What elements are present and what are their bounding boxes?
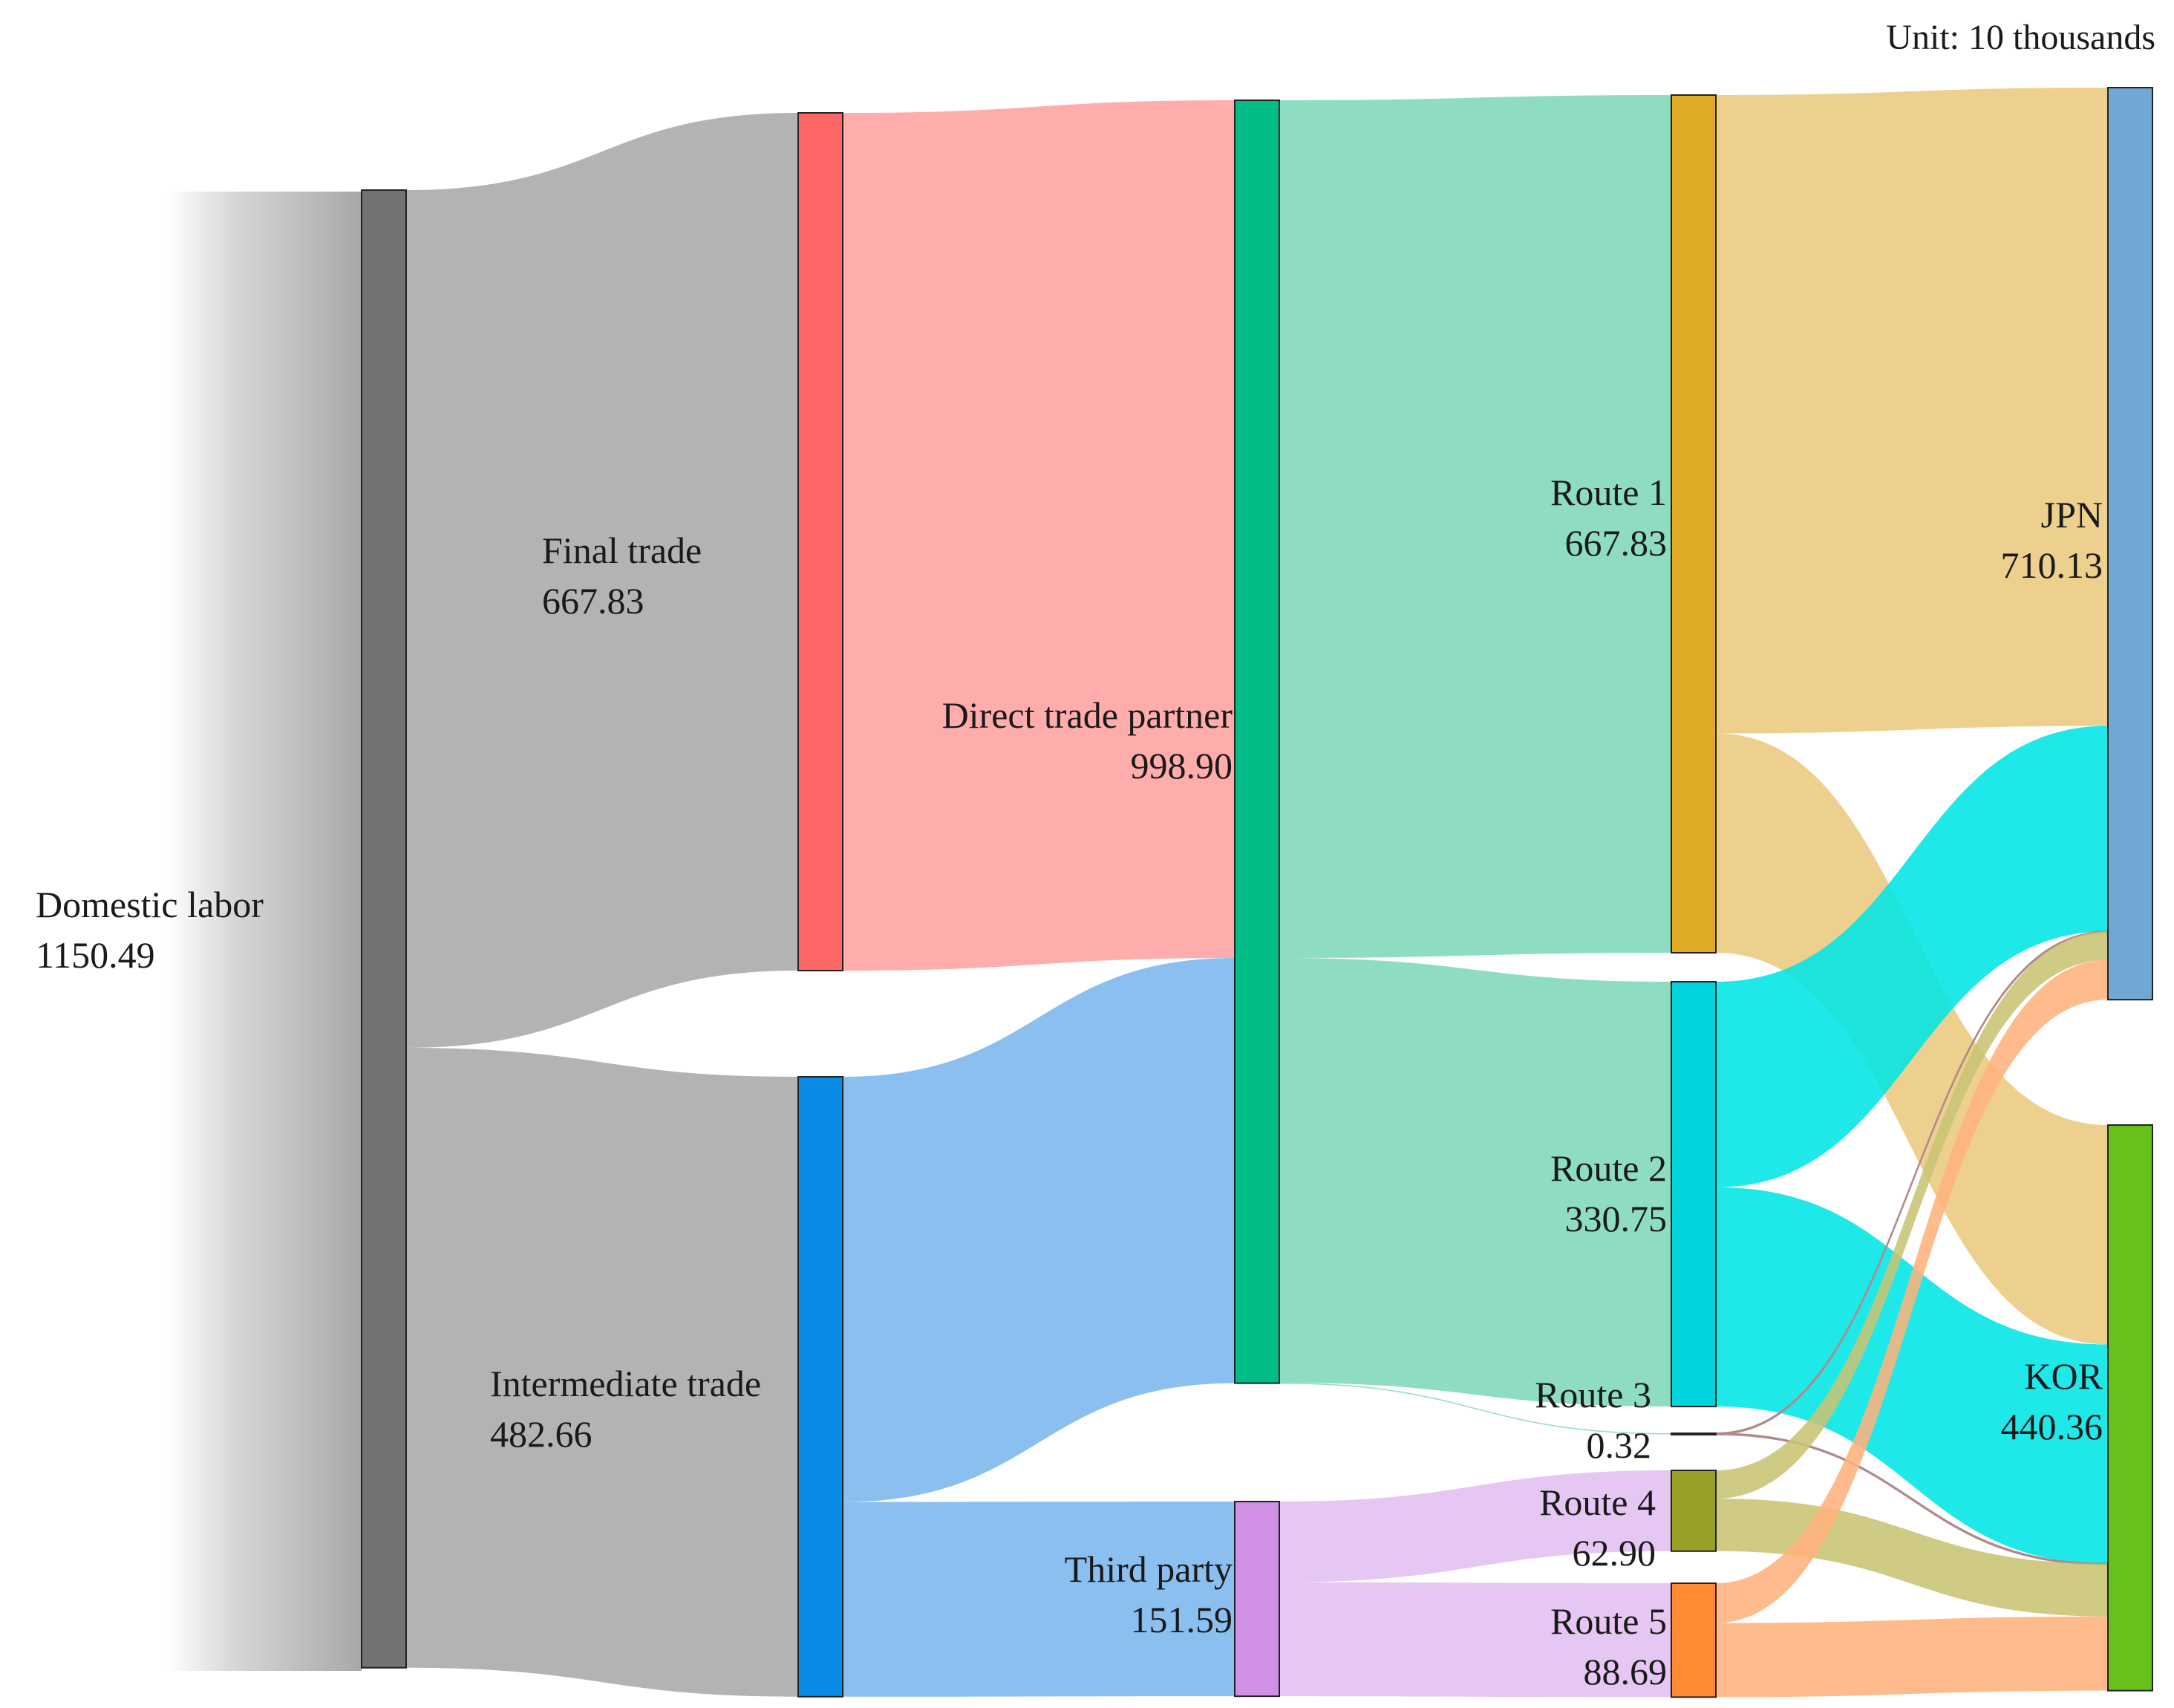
node-value-r1: 667.83 bbox=[1565, 522, 1668, 564]
link-domestic-to-final bbox=[406, 113, 798, 1049]
link-domestic-to-inter bbox=[406, 1048, 798, 1697]
node-r1[interactable] bbox=[1671, 94, 1717, 954]
node-kor[interactable] bbox=[2107, 1124, 2153, 1692]
link-r1-to-jpn bbox=[1716, 88, 2108, 734]
link-third-to-r5 bbox=[1279, 1582, 1671, 1698]
labels-layer: Domestic labor 1150.49 Final trade 667.83 In… bbox=[36, 472, 2103, 1692]
node-direct[interactable] bbox=[1234, 100, 1280, 1384]
node-label-final: Final trade bbox=[542, 529, 702, 571]
node-r2[interactable] bbox=[1671, 981, 1717, 1408]
node-label-domestic: Domestic labor bbox=[36, 884, 264, 925]
link-r4-to-jpn bbox=[1716, 931, 2108, 1499]
link-r5-to-kor bbox=[1716, 1616, 2108, 1698]
link-r2-to-jpn bbox=[1716, 726, 2108, 1187]
node-jpn[interactable] bbox=[2107, 87, 2153, 1001]
unit-label: Unit: 10 thousands bbox=[1886, 18, 2155, 57]
node-inter[interactable] bbox=[797, 1076, 843, 1698]
node-label-kor: KOR bbox=[2024, 1355, 2103, 1397]
node-third[interactable] bbox=[1234, 1501, 1280, 1698]
link-direct-to-r3 bbox=[1279, 1383, 1671, 1435]
node-value-final: 667.83 bbox=[542, 580, 644, 622]
node-value-direct: 998.90 bbox=[1131, 745, 1233, 786]
node-value-r2: 330.75 bbox=[1565, 1198, 1668, 1239]
node-domestic[interactable] bbox=[361, 189, 407, 1669]
node-r3[interactable] bbox=[1671, 1432, 1717, 1435]
nodes-layer bbox=[361, 87, 2153, 1698]
node-value-kor: 440.36 bbox=[2001, 1406, 2103, 1447]
node-value-third: 151.59 bbox=[1131, 1599, 1233, 1640]
node-label-r2: Route 2 bbox=[1550, 1147, 1667, 1189]
link-direct-to-r1 bbox=[1279, 95, 1671, 959]
node-value-domestic: 1150.49 bbox=[36, 934, 155, 976]
node-label-inter: Intermediate trade bbox=[490, 1363, 761, 1404]
source-fade-band bbox=[167, 192, 362, 1671]
node-value-inter: 482.66 bbox=[490, 1413, 593, 1455]
node-value-jpn: 710.13 bbox=[2001, 544, 2103, 586]
links-layer bbox=[406, 88, 2109, 1698]
node-label-direct: Direct trade partner bbox=[942, 694, 1233, 736]
node-label-r4: Route 4 bbox=[1539, 1482, 1656, 1523]
node-value-r3: 0.32 bbox=[1587, 1424, 1652, 1466]
link-inter-to-direct bbox=[843, 958, 1235, 1502]
node-label-r5: Route 5 bbox=[1550, 1600, 1667, 1642]
node-r5[interactable] bbox=[1671, 1582, 1717, 1698]
node-value-r5: 88.69 bbox=[1584, 1651, 1668, 1692]
node-value-r4: 62.90 bbox=[1573, 1532, 1656, 1574]
node-label-third: Third party bbox=[1065, 1548, 1233, 1590]
node-r4[interactable] bbox=[1671, 1470, 1717, 1552]
node-label-jpn: JPN bbox=[2041, 494, 2103, 535]
link-r5-to-jpn bbox=[1716, 959, 2108, 1623]
link-direct-to-r2 bbox=[1279, 958, 1671, 1407]
link-third-to-r4 bbox=[1279, 1470, 1671, 1582]
link-r2-to-kor bbox=[1716, 1187, 2108, 1564]
node-final[interactable] bbox=[797, 112, 843, 972]
node-label-r1: Route 1 bbox=[1550, 472, 1667, 513]
link-final-to-direct bbox=[843, 100, 1235, 971]
node-label-r3: Route 3 bbox=[1535, 1374, 1651, 1415]
link-inter-to-third bbox=[843, 1502, 1235, 1697]
